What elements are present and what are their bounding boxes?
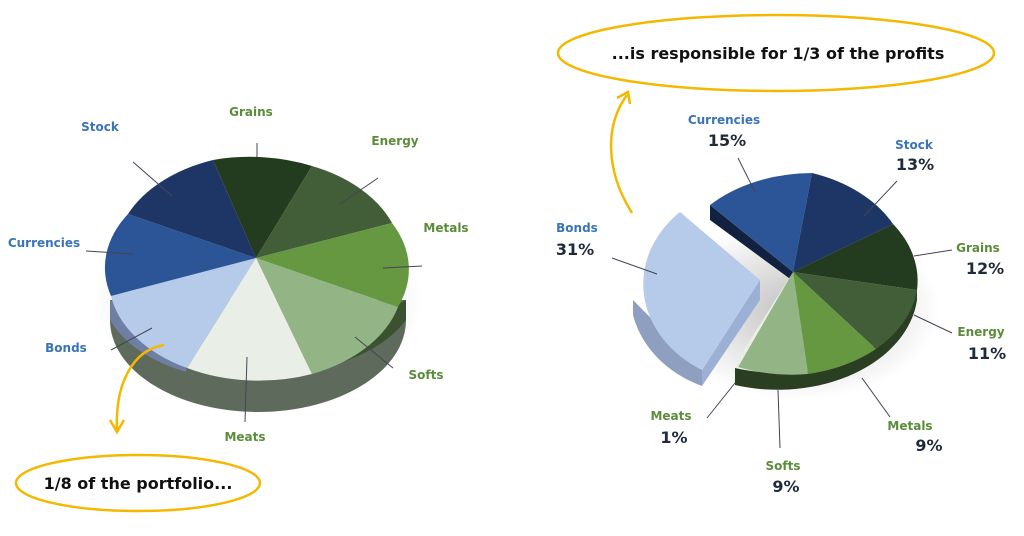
- label-bonds: Bonds: [45, 341, 87, 355]
- label-metals: Metals: [423, 221, 468, 235]
- label-grains-r: Grains: [956, 241, 1000, 255]
- slice-meats-r: [735, 272, 793, 367]
- pct-meats: 1%: [660, 428, 687, 447]
- pct-metals: 9%: [915, 436, 942, 455]
- slice-stock-r: [793, 173, 893, 272]
- label-energy-r: Energy: [957, 325, 1004, 339]
- arrow-curve-right: [609, 94, 634, 214]
- slice-currencies-r: [710, 173, 812, 272]
- label-softs: Softs: [409, 368, 444, 382]
- slice-meats: [187, 258, 312, 381]
- pct-grains: 12%: [966, 259, 1004, 278]
- callout-text-left: 1/8 of the portfolio...: [44, 474, 233, 493]
- slice-grains-r: [793, 224, 918, 290]
- label-currencies: Currencies: [8, 236, 80, 250]
- slice-bonds: [111, 258, 256, 368]
- slice-softs: [256, 258, 398, 374]
- slice-softs-r: [738, 272, 808, 375]
- callout-ellipse-right: [556, 13, 996, 93]
- arrow-curve: [115, 343, 165, 431]
- pct-stock: 13%: [896, 155, 934, 174]
- label-meats-r: Meats: [650, 409, 691, 423]
- leader-lines: [85, 143, 423, 423]
- slice-energy: [256, 166, 392, 258]
- slice-currencies: [104, 214, 256, 296]
- arrow-head-icon: [108, 419, 126, 435]
- label-energy: Energy: [371, 134, 418, 148]
- slice-metals: [256, 223, 409, 307]
- slice-grains: [213, 156, 312, 258]
- slice-stock: [128, 160, 256, 258]
- left-pie: Grains Energy Metals Softs Meats Bonds C…: [8, 105, 469, 513]
- label-bonds-r: Bonds: [556, 221, 598, 235]
- label-metals-r: Metals: [887, 419, 932, 433]
- label-softs-r: Softs: [766, 459, 801, 473]
- pct-softs: 9%: [772, 477, 799, 496]
- pct-bonds: 31%: [556, 240, 594, 259]
- label-meats: Meats: [224, 430, 265, 444]
- label-currencies-r: Currencies: [688, 113, 760, 127]
- label-grains: Grains: [229, 105, 273, 119]
- slice-energy-r: [793, 272, 917, 349]
- pct-energy: 11%: [968, 344, 1006, 363]
- slice-bonds-r: [643, 212, 760, 370]
- label-stock-r: Stock: [895, 138, 934, 152]
- right-pie: Currencies 15% Stock 13% Grains 12% Ener…: [556, 13, 1006, 496]
- label-stock: Stock: [81, 120, 120, 134]
- slice-metals-r: [793, 272, 876, 374]
- arrow-head-icon: [616, 90, 632, 105]
- pct-currencies: 15%: [708, 131, 746, 150]
- callout-text-right: ...is responsible for 1/3 of the profits: [612, 44, 945, 63]
- callout-ellipse: [14, 453, 262, 513]
